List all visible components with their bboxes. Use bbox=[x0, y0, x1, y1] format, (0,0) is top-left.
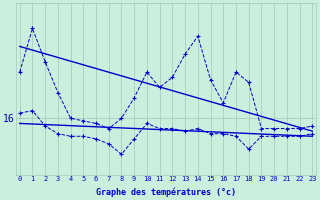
X-axis label: Graphe des températures (°c): Graphe des températures (°c) bbox=[96, 188, 236, 197]
